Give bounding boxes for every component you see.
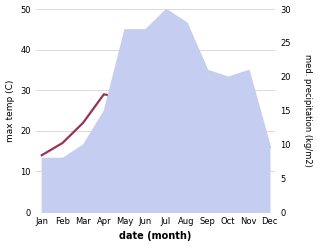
Y-axis label: med. precipitation (kg/m2): med. precipitation (kg/m2) <box>303 54 313 167</box>
Y-axis label: max temp (C): max temp (C) <box>5 79 15 142</box>
X-axis label: date (month): date (month) <box>119 231 192 242</box>
